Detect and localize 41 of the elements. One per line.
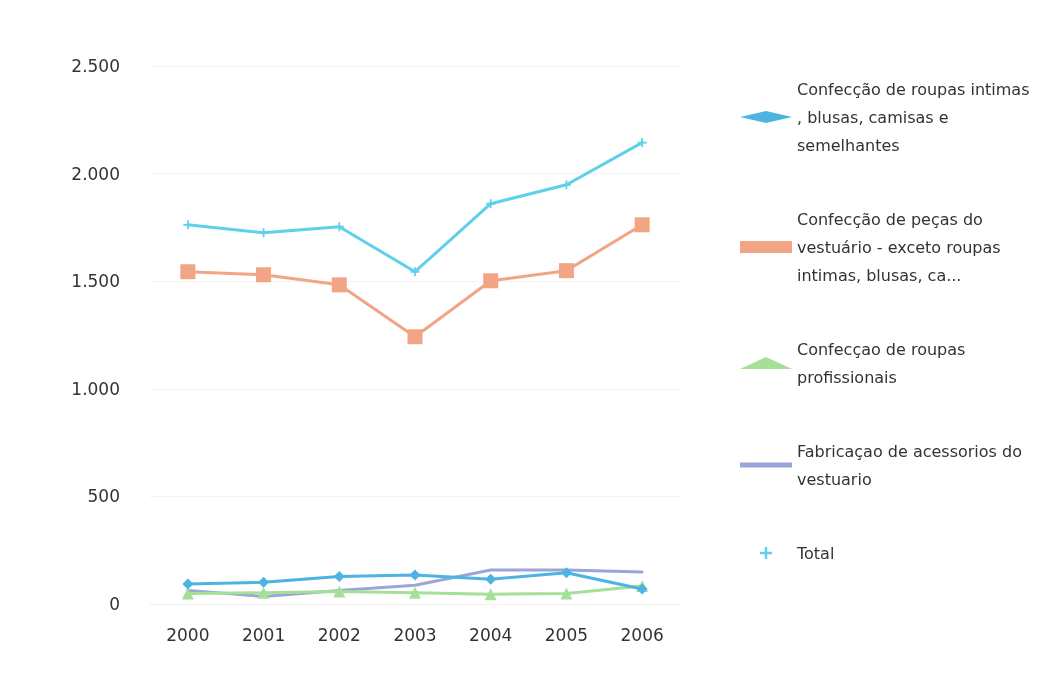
- y-tick-label: 500: [87, 486, 120, 507]
- y-tick-label: 1.000: [71, 378, 120, 399]
- legend-label: Fabricaçao de acessorios do vestuario: [797, 441, 1028, 489]
- x-tick-label: 2003: [393, 624, 437, 645]
- point: [560, 587, 573, 600]
- point: [637, 138, 647, 148]
- y-tick-label: 2.500: [71, 56, 120, 76]
- point: [636, 583, 648, 595]
- point: [334, 222, 344, 232]
- point: [558, 263, 574, 279]
- x-tick-label: 2001: [241, 624, 286, 645]
- point: [634, 217, 650, 233]
- point: [331, 277, 347, 293]
- x-tick-label: 2004: [469, 624, 513, 645]
- point: [258, 576, 270, 588]
- point: [182, 578, 194, 590]
- point: [407, 329, 423, 345]
- y-tick-label: 1.500: [71, 271, 120, 292]
- x-tick-label: 2002: [317, 624, 361, 645]
- point: [257, 586, 270, 599]
- point: [409, 569, 421, 581]
- x-tick-label: 2005: [544, 624, 589, 645]
- point: [484, 588, 497, 601]
- point: [410, 267, 420, 277]
- point: [486, 199, 496, 209]
- x-tick-label: 2000: [166, 624, 210, 645]
- legend-label: Confecção de peças do vestuário - exceto roupas intimas, blusas, ca...: [797, 209, 1006, 285]
- y-tick-label: 0: [109, 594, 120, 614]
- legend-label: Total: [796, 543, 835, 563]
- y-tick-label: 2.000: [71, 163, 120, 184]
- legend-label: Confecçao de roupas profissionais: [797, 339, 971, 387]
- legend-label: Confecção de roupas intimas, blusas, camisas e semelhantes: [797, 79, 1030, 155]
- point: [485, 573, 497, 585]
- point: [180, 264, 196, 280]
- point: [483, 273, 499, 289]
- point: [333, 570, 345, 582]
- x-tick-label: 2006: [620, 624, 664, 645]
- point: [181, 587, 194, 600]
- point: [256, 267, 272, 283]
- point: [409, 586, 421, 599]
- point: [333, 585, 346, 598]
